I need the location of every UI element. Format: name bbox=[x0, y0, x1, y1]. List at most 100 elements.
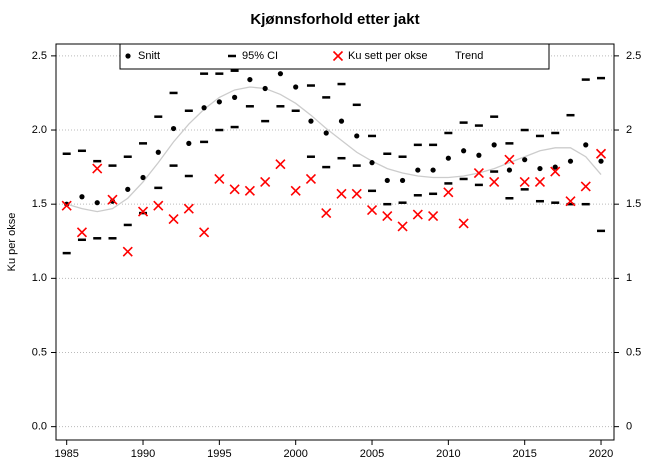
x-stroke bbox=[260, 176, 271, 187]
x-stroke bbox=[92, 163, 103, 174]
mean-dot bbox=[537, 165, 543, 172]
x-marker bbox=[199, 227, 210, 238]
x-stroke bbox=[275, 159, 286, 170]
x-marker bbox=[332, 50, 344, 62]
x-marker bbox=[473, 167, 484, 179]
y2-tick-label: 0 bbox=[626, 421, 632, 433]
x-tick-label: 2015 bbox=[512, 448, 536, 460]
y2-tick-label: 1.5 bbox=[626, 198, 641, 210]
x-marker bbox=[443, 187, 454, 198]
mean-dot bbox=[140, 174, 146, 181]
x-marker bbox=[290, 185, 301, 196]
chart-title: Kjønnsforhold etter jakt bbox=[250, 11, 419, 28]
x-marker bbox=[76, 227, 88, 238]
mean-dot bbox=[308, 118, 314, 124]
mean-dot bbox=[125, 186, 131, 192]
mean-dot bbox=[216, 99, 222, 105]
x-stroke bbox=[519, 176, 530, 187]
mean-dot bbox=[445, 155, 451, 161]
y-axis-label: Ku per okse bbox=[6, 213, 18, 272]
x-stroke bbox=[351, 188, 362, 199]
mean-dot bbox=[201, 105, 207, 111]
x-marker bbox=[565, 196, 576, 207]
x-stroke bbox=[595, 148, 607, 159]
mean-dot bbox=[476, 152, 482, 158]
x-stroke bbox=[382, 210, 393, 222]
mean-dot bbox=[277, 71, 284, 77]
x-marker bbox=[580, 181, 591, 192]
x-stroke bbox=[489, 176, 500, 187]
x-marker bbox=[260, 176, 271, 187]
x-stroke bbox=[504, 154, 515, 165]
x-marker bbox=[321, 208, 332, 219]
mean-dot bbox=[491, 142, 497, 148]
x-marker bbox=[183, 203, 194, 214]
x-stroke bbox=[61, 200, 72, 211]
x-tick-label: 1990 bbox=[131, 448, 155, 460]
mean-dot bbox=[430, 167, 436, 173]
x-marker bbox=[275, 159, 286, 170]
mean-dot bbox=[79, 194, 85, 200]
mean-dot bbox=[369, 160, 375, 166]
x-tick-label: 2005 bbox=[360, 448, 384, 460]
x-stroke bbox=[336, 188, 347, 199]
plot-frame bbox=[55, 43, 615, 441]
x-stroke bbox=[473, 167, 484, 179]
x-marker bbox=[168, 213, 179, 225]
y2-tick-label: 2 bbox=[626, 124, 632, 136]
x-stroke bbox=[321, 208, 332, 219]
x-marker bbox=[137, 206, 149, 217]
legend-box bbox=[119, 43, 550, 70]
mean-dot bbox=[598, 158, 604, 164]
x-stroke bbox=[550, 166, 561, 177]
x-marker bbox=[214, 173, 225, 185]
mean-dot bbox=[415, 167, 421, 173]
x-marker bbox=[519, 176, 530, 187]
x-stroke bbox=[412, 209, 423, 220]
x-stroke bbox=[534, 176, 546, 187]
mean-dot bbox=[567, 158, 574, 164]
x-marker bbox=[107, 194, 118, 205]
x-stroke bbox=[214, 173, 225, 185]
x-marker bbox=[428, 210, 439, 222]
mean-dot bbox=[583, 142, 589, 148]
mean-dot bbox=[155, 149, 161, 155]
x-stroke bbox=[366, 205, 378, 216]
x-marker bbox=[366, 205, 378, 216]
x-stroke bbox=[107, 194, 118, 205]
mean-dot bbox=[399, 177, 406, 184]
x-stroke bbox=[168, 213, 179, 225]
trend-line bbox=[66, 86, 602, 213]
x-stroke bbox=[305, 173, 317, 185]
x-stroke bbox=[137, 206, 149, 217]
x-stroke bbox=[122, 246, 133, 257]
y-tick-label: 1.5 bbox=[32, 198, 47, 210]
x-stroke bbox=[397, 221, 408, 232]
x-stroke bbox=[183, 203, 194, 214]
mean-dot bbox=[232, 94, 238, 100]
x-marker bbox=[458, 218, 469, 229]
x-marker bbox=[412, 209, 423, 220]
y2-tick-label: 0.5 bbox=[626, 346, 641, 358]
mean-dot bbox=[247, 76, 253, 83]
x-marker bbox=[489, 176, 500, 187]
y2-tick-label: 1 bbox=[626, 272, 632, 284]
y-tick-label: 2.0 bbox=[32, 124, 47, 136]
mean-dot bbox=[94, 200, 100, 206]
mean-dot bbox=[354, 133, 360, 139]
x-stroke bbox=[199, 227, 210, 238]
legend-label: Snitt bbox=[138, 50, 160, 62]
x-stroke bbox=[443, 187, 454, 198]
x-tick-label: 2020 bbox=[589, 448, 613, 460]
mean-dot bbox=[506, 167, 513, 173]
x-marker bbox=[244, 185, 255, 196]
x-marker bbox=[92, 163, 103, 174]
mean-dot bbox=[170, 125, 177, 132]
x-stroke bbox=[565, 196, 576, 207]
y-tick-label: 0.5 bbox=[32, 346, 47, 358]
x-marker bbox=[336, 188, 347, 199]
x-tick-label: 1995 bbox=[207, 448, 231, 460]
x-marker bbox=[61, 200, 72, 211]
x-marker bbox=[397, 221, 408, 232]
y-tick-label: 1.0 bbox=[32, 272, 47, 284]
